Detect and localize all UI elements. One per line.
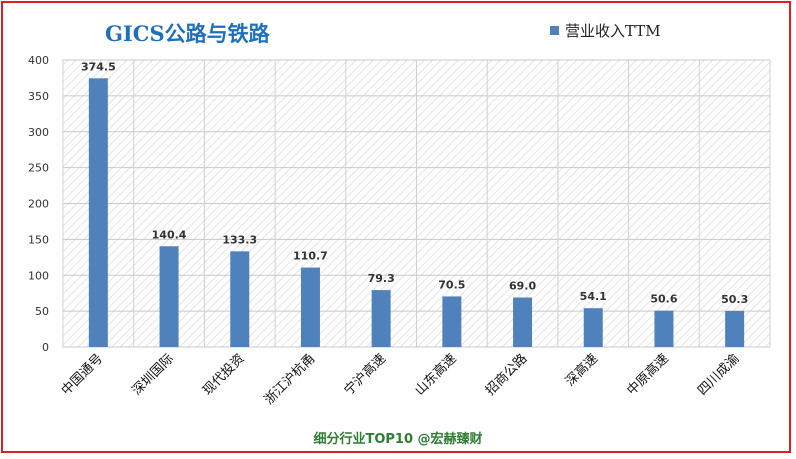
data-label: 110.7 [293, 250, 328, 263]
y-axis: 0 50 100 150 200 250 300 350 400 [28, 54, 49, 354]
y-tick-label: 300 [28, 126, 49, 139]
legend: 营业收入TTM [550, 20, 661, 41]
x-axis: 中国通号 深圳国际 现代投资 浙江沪杭甬 宁沪高速 山东高速 招商公路 深高速 中原高速 四川成渝 [59, 351, 743, 408]
x-tick-label: 深高速 [562, 351, 601, 390]
x-tick-label: 中原高速 [624, 351, 672, 399]
bar [725, 310, 745, 347]
grid-lines [62, 59, 771, 348]
data-label: 70.5 [438, 278, 465, 291]
y-tick-label: 350 [28, 90, 49, 103]
bar [513, 297, 533, 347]
x-tick-label: 招商公路 [482, 351, 530, 399]
data-label: 374.5 [81, 60, 116, 73]
data-label: 79.3 [368, 272, 395, 285]
data-labels: 374.5 140.4 133.3 110.7 79.3 70.5 69.0 54.1 50.6… [81, 60, 748, 306]
bars [88, 78, 745, 347]
data-label: 69.0 [509, 279, 536, 292]
data-label: 140.4 [152, 228, 187, 241]
x-tick-label: 山东高速 [412, 351, 460, 399]
bar [583, 308, 603, 347]
legend-label: 营业收入TTM [565, 22, 661, 40]
x-tick-label: 深圳国际 [129, 351, 176, 398]
y-tick-label: 150 [28, 233, 49, 246]
bar [88, 78, 108, 347]
x-tick-label: 宁沪高速 [341, 351, 389, 399]
x-tick-label: 现代投资 [199, 351, 247, 399]
bar [654, 310, 674, 347]
footer-text: 细分行业TOP10 @宏赫臻财 [313, 432, 483, 447]
x-tick-label: 浙江沪杭甬 [261, 351, 318, 408]
bar [159, 246, 179, 347]
y-tick-label: 0 [42, 341, 49, 354]
data-label: 133.3 [222, 233, 257, 246]
y-tick-label: 50 [35, 305, 49, 318]
data-label: 50.6 [650, 293, 677, 306]
y-tick-label: 250 [28, 162, 49, 175]
data-label: 50.3 [721, 293, 748, 306]
bar [371, 290, 391, 347]
y-tick-label: 400 [28, 54, 49, 67]
y-tick-label: 200 [28, 198, 49, 211]
chart-title: GICS公路与铁路 [105, 21, 270, 46]
y-tick-label: 100 [28, 269, 49, 282]
data-label: 54.1 [580, 290, 607, 303]
legend-swatch [550, 26, 559, 35]
bar [300, 267, 320, 347]
x-tick-label: 中国通号 [59, 351, 106, 398]
bar [230, 251, 250, 347]
x-tick-label: 四川成渝 [694, 351, 742, 399]
bar [442, 296, 462, 347]
